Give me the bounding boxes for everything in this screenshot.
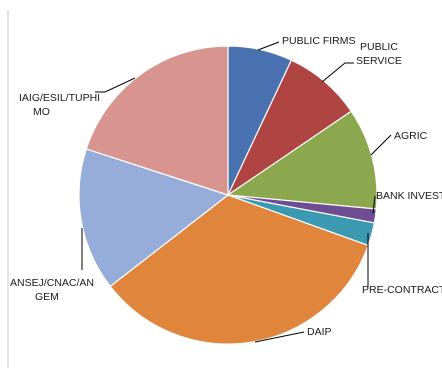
leader-line-daip	[254, 331, 305, 343]
slice-label-daip: DAIP	[307, 326, 332, 338]
slice-label-public-service-line2: SERVICE	[356, 55, 402, 67]
slice-label-public-service-line1: PUBLIC	[360, 41, 398, 53]
pie-slice-iaig-esil-tuphimo	[85, 45, 229, 196]
leader-line-public-service	[321, 62, 354, 83]
slice-label-ansej-line2: GEM	[35, 291, 59, 303]
slices-layer	[78, 45, 378, 345]
slice-label-pre-contract: PRE-CONTRACT	[362, 284, 442, 296]
slice-label-public-firms: PUBLIC FIRMS	[282, 35, 356, 47]
leader-line-agric	[370, 134, 392, 156]
slice-label-ansej-line1: ANSEJ/CNAC/AN	[10, 277, 94, 289]
slice-label-ansej-cnac-angem: ANSEJ/CNAC/AN GEM	[10, 277, 97, 303]
slice-label-iaig-line1: IAIG/ESIL/TUPHI	[19, 92, 100, 104]
slice-label-iaig-line2: MO	[33, 106, 50, 118]
slice-label-iaig-esil-tuphimo: IAIG/ESIL/TUPHI MO	[19, 92, 103, 118]
leader-line-bank-invest	[372, 195, 376, 214]
slice-label-bank-invest: BANK INVEST	[376, 190, 442, 202]
leader-line-iaig	[95, 77, 136, 93]
leader-line-public-firms	[257, 41, 280, 51]
slice-label-agric: AGRIC	[394, 130, 428, 142]
pie-slice-agric	[226, 110, 378, 210]
pie-slice-daip	[109, 194, 369, 345]
slice-labels-layer: PUBLIC FIRMS PUBLIC SERVICE AGRIC BANK I…	[10, 35, 442, 338]
leader-lines-layer	[81, 41, 392, 343]
slice-label-public-service: PUBLIC SERVICE	[356, 41, 402, 67]
